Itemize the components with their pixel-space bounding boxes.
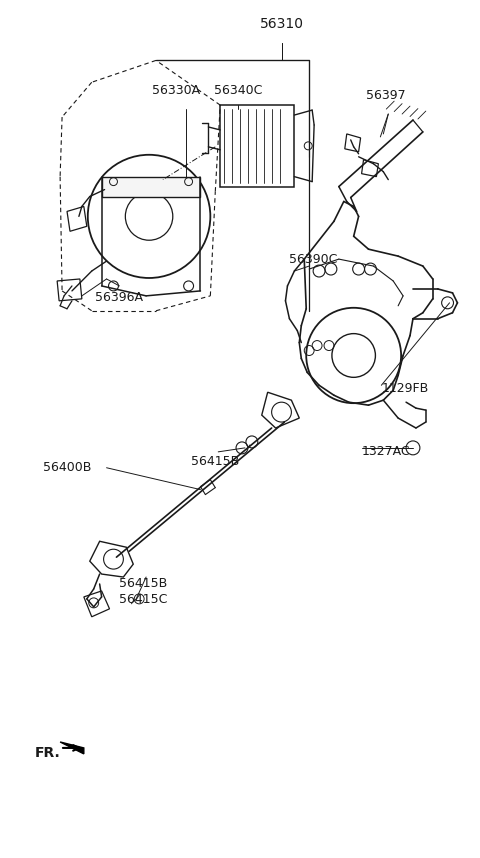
- Text: 56397: 56397: [366, 89, 406, 102]
- Text: 56415B: 56415B: [191, 455, 240, 468]
- Text: 56330A: 56330A: [152, 84, 200, 97]
- Polygon shape: [102, 177, 201, 196]
- Text: 56340C: 56340C: [214, 84, 262, 97]
- Text: FR.: FR.: [35, 746, 60, 760]
- Text: 56396A: 56396A: [96, 291, 144, 304]
- Text: 56390C: 56390C: [289, 253, 338, 266]
- Text: 1129FB: 1129FB: [381, 382, 429, 395]
- Polygon shape: [60, 742, 84, 754]
- Text: 56415B: 56415B: [119, 577, 167, 590]
- Text: 56310: 56310: [260, 16, 303, 31]
- Text: 56415C: 56415C: [119, 593, 168, 606]
- Text: 56400B: 56400B: [43, 462, 92, 474]
- Text: 1327AC: 1327AC: [361, 445, 410, 458]
